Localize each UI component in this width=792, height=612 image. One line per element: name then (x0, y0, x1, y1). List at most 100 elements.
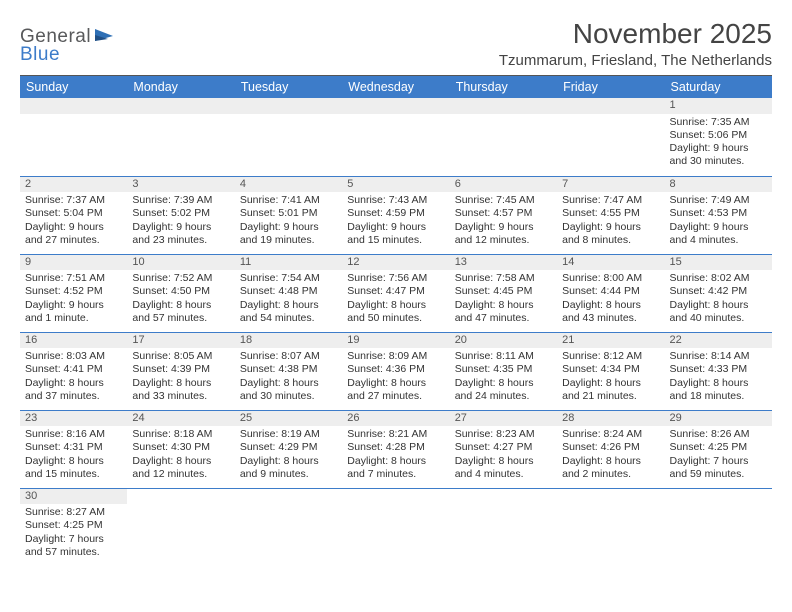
day-number: 7 (557, 177, 664, 193)
day-details: Sunrise: 8:11 AMSunset: 4:35 PMDaylight:… (450, 348, 557, 406)
calendar-week-row: 1Sunrise: 7:35 AMSunset: 5:06 PMDaylight… (20, 98, 772, 176)
calendar-day-cell: 20Sunrise: 8:11 AMSunset: 4:35 PMDayligh… (450, 332, 557, 410)
calendar-empty-cell (127, 488, 234, 566)
flag-icon (95, 27, 117, 48)
weekday-header: Monday (127, 76, 234, 98)
day-details: Sunrise: 8:24 AMSunset: 4:26 PMDaylight:… (557, 426, 664, 484)
day-details: Sunrise: 8:21 AMSunset: 4:28 PMDaylight:… (342, 426, 449, 484)
day-number: 22 (665, 333, 772, 349)
calendar-day-cell: 23Sunrise: 8:16 AMSunset: 4:31 PMDayligh… (20, 410, 127, 488)
day-number: 29 (665, 411, 772, 427)
calendar-day-cell: 26Sunrise: 8:21 AMSunset: 4:28 PMDayligh… (342, 410, 449, 488)
day-details: Sunrise: 8:16 AMSunset: 4:31 PMDaylight:… (20, 426, 127, 484)
calendar-table: SundayMondayTuesdayWednesdayThursdayFrid… (20, 76, 772, 566)
day-details: Sunrise: 7:47 AMSunset: 4:55 PMDaylight:… (557, 192, 664, 250)
calendar-day-cell: 9Sunrise: 7:51 AMSunset: 4:52 PMDaylight… (20, 254, 127, 332)
calendar-week-row: 2Sunrise: 7:37 AMSunset: 5:04 PMDaylight… (20, 176, 772, 254)
calendar-day-cell: 15Sunrise: 8:02 AMSunset: 4:42 PMDayligh… (665, 254, 772, 332)
day-details: Sunrise: 8:23 AMSunset: 4:27 PMDaylight:… (450, 426, 557, 484)
day-number: 17 (127, 333, 234, 349)
day-details: Sunrise: 8:19 AMSunset: 4:29 PMDaylight:… (235, 426, 342, 484)
calendar-day-cell: 13Sunrise: 7:58 AMSunset: 4:45 PMDayligh… (450, 254, 557, 332)
location: Tzummarum, Friesland, The Netherlands (499, 52, 772, 69)
weekday-header: Saturday (665, 76, 772, 98)
calendar-day-cell: 27Sunrise: 8:23 AMSunset: 4:27 PMDayligh… (450, 410, 557, 488)
day-details: Sunrise: 7:56 AMSunset: 4:47 PMDaylight:… (342, 270, 449, 328)
header: General November 2025 Tzummarum, Friesla… (20, 18, 772, 69)
day-number-empty (450, 98, 557, 114)
day-details: Sunrise: 7:58 AMSunset: 4:45 PMDaylight:… (450, 270, 557, 328)
day-number: 2 (20, 177, 127, 193)
day-number-empty (20, 98, 127, 114)
calendar-day-cell: 16Sunrise: 8:03 AMSunset: 4:41 PMDayligh… (20, 332, 127, 410)
day-details: Sunrise: 7:37 AMSunset: 5:04 PMDaylight:… (20, 192, 127, 250)
day-number: 25 (235, 411, 342, 427)
calendar-empty-cell (342, 488, 449, 566)
weekday-header: Friday (557, 76, 664, 98)
day-number: 10 (127, 255, 234, 271)
day-number: 15 (665, 255, 772, 271)
weekday-header: Thursday (450, 76, 557, 98)
day-details: Sunrise: 8:03 AMSunset: 4:41 PMDaylight:… (20, 348, 127, 406)
day-details: Sunrise: 7:39 AMSunset: 5:02 PMDaylight:… (127, 192, 234, 250)
calendar-day-cell: 28Sunrise: 8:24 AMSunset: 4:26 PMDayligh… (557, 410, 664, 488)
calendar-day-cell: 19Sunrise: 8:09 AMSunset: 4:36 PMDayligh… (342, 332, 449, 410)
calendar-empty-cell (342, 98, 449, 176)
day-number: 18 (235, 333, 342, 349)
day-details: Sunrise: 7:45 AMSunset: 4:57 PMDaylight:… (450, 192, 557, 250)
calendar-empty-cell (450, 488, 557, 566)
calendar-day-cell: 24Sunrise: 8:18 AMSunset: 4:30 PMDayligh… (127, 410, 234, 488)
day-number: 8 (665, 177, 772, 193)
day-number: 28 (557, 411, 664, 427)
day-details: Sunrise: 7:52 AMSunset: 4:50 PMDaylight:… (127, 270, 234, 328)
day-number: 27 (450, 411, 557, 427)
calendar-day-cell: 25Sunrise: 8:19 AMSunset: 4:29 PMDayligh… (235, 410, 342, 488)
day-number: 4 (235, 177, 342, 193)
day-details: Sunrise: 8:05 AMSunset: 4:39 PMDaylight:… (127, 348, 234, 406)
day-details: Sunrise: 8:02 AMSunset: 4:42 PMDaylight:… (665, 270, 772, 328)
calendar-day-cell: 29Sunrise: 8:26 AMSunset: 4:25 PMDayligh… (665, 410, 772, 488)
day-details: Sunrise: 8:27 AMSunset: 4:25 PMDaylight:… (20, 504, 127, 562)
day-number-empty (127, 98, 234, 114)
day-details: Sunrise: 8:12 AMSunset: 4:34 PMDaylight:… (557, 348, 664, 406)
day-details: Sunrise: 7:49 AMSunset: 4:53 PMDaylight:… (665, 192, 772, 250)
calendar-empty-cell (20, 98, 127, 176)
day-details: Sunrise: 7:51 AMSunset: 4:52 PMDaylight:… (20, 270, 127, 328)
calendar-empty-cell (235, 488, 342, 566)
logo-text-blue: Blue (20, 44, 60, 65)
calendar-day-cell: 7Sunrise: 7:47 AMSunset: 4:55 PMDaylight… (557, 176, 664, 254)
weekday-header: Sunday (20, 76, 127, 98)
day-details: Sunrise: 7:54 AMSunset: 4:48 PMDaylight:… (235, 270, 342, 328)
day-number: 30 (20, 489, 127, 505)
calendar-day-cell: 30Sunrise: 8:27 AMSunset: 4:25 PMDayligh… (20, 488, 127, 566)
calendar-day-cell: 3Sunrise: 7:39 AMSunset: 5:02 PMDaylight… (127, 176, 234, 254)
calendar-empty-cell (450, 98, 557, 176)
title-block: November 2025 Tzummarum, Friesland, The … (499, 18, 772, 69)
calendar-day-cell: 21Sunrise: 8:12 AMSunset: 4:34 PMDayligh… (557, 332, 664, 410)
day-details: Sunrise: 8:18 AMSunset: 4:30 PMDaylight:… (127, 426, 234, 484)
calendar-empty-cell (557, 98, 664, 176)
weekday-header: Tuesday (235, 76, 342, 98)
day-number: 11 (235, 255, 342, 271)
day-details: Sunrise: 8:14 AMSunset: 4:33 PMDaylight:… (665, 348, 772, 406)
calendar-day-cell: 12Sunrise: 7:56 AMSunset: 4:47 PMDayligh… (342, 254, 449, 332)
calendar-day-cell: 17Sunrise: 8:05 AMSunset: 4:39 PMDayligh… (127, 332, 234, 410)
calendar-empty-cell (557, 488, 664, 566)
calendar-empty-cell (127, 98, 234, 176)
calendar-week-row: 23Sunrise: 8:16 AMSunset: 4:31 PMDayligh… (20, 410, 772, 488)
calendar-day-cell: 1Sunrise: 7:35 AMSunset: 5:06 PMDaylight… (665, 98, 772, 176)
day-details: Sunrise: 8:09 AMSunset: 4:36 PMDaylight:… (342, 348, 449, 406)
day-number: 26 (342, 411, 449, 427)
day-number-empty (235, 98, 342, 114)
calendar-week-row: 30Sunrise: 8:27 AMSunset: 4:25 PMDayligh… (20, 488, 772, 566)
day-number: 21 (557, 333, 664, 349)
calendar-empty-cell (665, 488, 772, 566)
day-number: 6 (450, 177, 557, 193)
day-number-empty (557, 98, 664, 114)
day-number: 20 (450, 333, 557, 349)
calendar-body: 1Sunrise: 7:35 AMSunset: 5:06 PMDaylight… (20, 98, 772, 566)
calendar-week-row: 16Sunrise: 8:03 AMSunset: 4:41 PMDayligh… (20, 332, 772, 410)
calendar-week-row: 9Sunrise: 7:51 AMSunset: 4:52 PMDaylight… (20, 254, 772, 332)
calendar-day-cell: 6Sunrise: 7:45 AMSunset: 4:57 PMDaylight… (450, 176, 557, 254)
day-number: 24 (127, 411, 234, 427)
